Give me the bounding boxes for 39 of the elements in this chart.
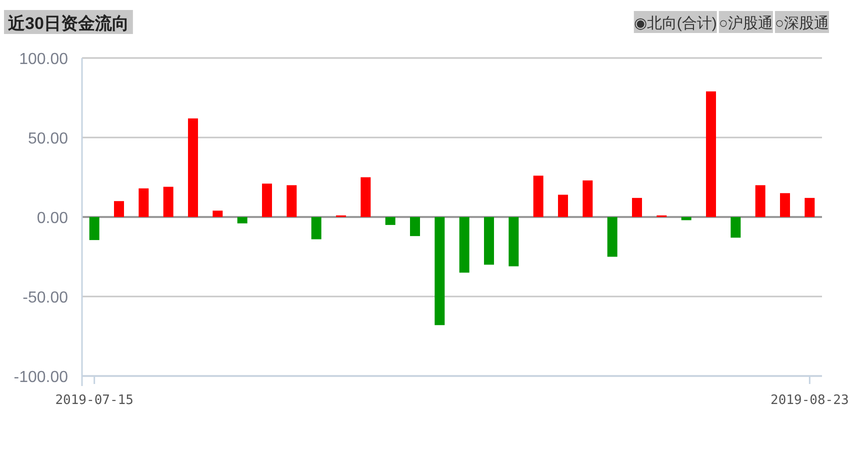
bar [533,176,544,217]
bar [138,188,149,217]
bar [410,217,420,236]
bar [780,193,790,217]
bar [558,194,568,217]
y-tick-label: 50.00 [28,130,68,148]
bar [681,217,692,220]
bar [607,217,618,257]
y-tick-label: 100.00 [19,51,68,68]
y-tick-label: 0.00 [36,210,68,227]
bar [459,217,470,273]
bar [89,217,100,240]
bar [484,217,494,265]
bar [286,185,297,217]
bar [237,217,248,224]
bar [188,118,198,217]
bar [755,185,766,217]
bar [360,177,371,217]
bar [262,184,272,217]
bar [385,217,396,225]
chart-title: 近30日资金流向 [7,14,129,33]
bar [706,91,716,217]
bar [730,217,741,238]
bar [114,201,124,217]
bar [508,217,519,266]
bar [311,217,322,240]
bar [804,198,815,217]
bar [212,210,223,217]
y-tick-label: -50.00 [22,290,68,306]
text: ◉北向(合计) [634,15,717,32]
bar [632,198,642,217]
x-tick-label: 2019-07-15 [55,393,134,408]
text: ○沪股通 [718,15,773,32]
bar [163,186,174,217]
x-tick-label: 2019-08-23 [770,393,849,408]
text: ○深股通 [774,15,829,32]
bar [582,180,593,217]
bar [434,217,445,326]
y-tick-label: -100.00 [14,369,68,386]
